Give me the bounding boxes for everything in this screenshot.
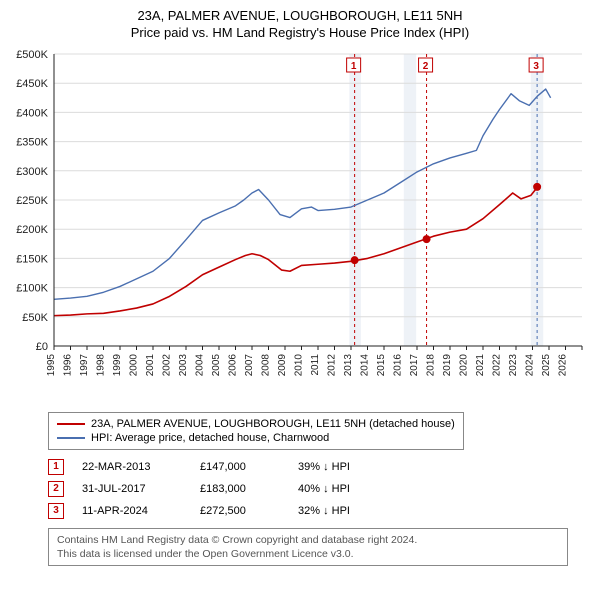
legend-item: HPI: Average price, detached house, Char… xyxy=(57,431,455,445)
svg-text:£500K: £500K xyxy=(16,49,48,61)
event-date: 11-APR-2024 xyxy=(82,505,182,517)
svg-text:2006: 2006 xyxy=(228,353,239,376)
event-price: £147,000 xyxy=(200,461,280,473)
title-line-1: 23A, PALMER AVENUE, LOUGHBOROUGH, LE11 5… xyxy=(10,8,590,25)
svg-text:2020: 2020 xyxy=(459,353,470,376)
chart-title: 23A, PALMER AVENUE, LOUGHBOROUGH, LE11 5… xyxy=(10,8,590,42)
svg-text:2017: 2017 xyxy=(409,353,420,376)
title-line-2: Price paid vs. HM Land Registry's House … xyxy=(10,25,590,42)
svg-text:£200K: £200K xyxy=(16,224,48,236)
legend-swatch xyxy=(57,437,85,439)
event-badge: 1 xyxy=(48,459,64,475)
svg-text:2022: 2022 xyxy=(492,353,503,376)
event-badge: 3 xyxy=(48,503,64,519)
event-price: £183,000 xyxy=(200,483,280,495)
svg-text:2023: 2023 xyxy=(508,353,519,376)
svg-text:£400K: £400K xyxy=(16,107,48,119)
svg-text:2021: 2021 xyxy=(475,353,486,376)
svg-text:2008: 2008 xyxy=(261,353,272,376)
svg-text:£150K: £150K xyxy=(16,253,48,265)
svg-text:£0: £0 xyxy=(36,341,48,353)
svg-text:2016: 2016 xyxy=(393,353,404,376)
svg-text:2003: 2003 xyxy=(178,353,189,376)
event-row: 3 11-APR-2024 £272,500 32% ↓ HPI xyxy=(48,500,590,522)
svg-text:2007: 2007 xyxy=(244,353,255,376)
svg-text:2000: 2000 xyxy=(129,353,140,376)
legend: 23A, PALMER AVENUE, LOUGHBOROUGH, LE11 5… xyxy=(48,412,464,450)
legend-label: HPI: Average price, detached house, Char… xyxy=(91,432,329,444)
chart-area: £0 £50K £100K £150K £200K £250K £300K £350K £400… xyxy=(10,46,590,406)
svg-text:2002: 2002 xyxy=(162,353,173,376)
event-price: £272,500 xyxy=(200,505,280,517)
svg-text:£300K: £300K xyxy=(16,166,48,178)
svg-text:£450K: £450K xyxy=(16,78,48,90)
svg-text:2014: 2014 xyxy=(360,353,371,376)
svg-text:£350K: £350K xyxy=(16,136,48,148)
legend-swatch xyxy=(57,423,85,425)
attribution: Contains HM Land Registry data © Crown c… xyxy=(48,528,568,566)
svg-text:2009: 2009 xyxy=(277,353,288,376)
svg-text:2025: 2025 xyxy=(541,353,552,376)
svg-text:1998: 1998 xyxy=(96,353,107,376)
legend-item: 23A, PALMER AVENUE, LOUGHBOROUGH, LE11 5… xyxy=(57,417,455,431)
event-badge: 2 xyxy=(48,481,64,497)
svg-text:2: 2 xyxy=(423,61,429,72)
svg-text:£250K: £250K xyxy=(16,195,48,207)
svg-text:2019: 2019 xyxy=(442,353,453,376)
svg-text:1996: 1996 xyxy=(63,353,74,376)
event-hpi: 39% ↓ HPI xyxy=(298,461,398,473)
svg-text:2011: 2011 xyxy=(310,353,321,375)
svg-text:2005: 2005 xyxy=(211,353,222,376)
event-row: 1 22-MAR-2013 £147,000 39% ↓ HPI xyxy=(48,456,590,478)
svg-text:2013: 2013 xyxy=(343,353,354,376)
svg-text:£50K: £50K xyxy=(22,312,48,324)
attribution-line-2: This data is licensed under the Open Gov… xyxy=(57,547,559,561)
svg-text:2024: 2024 xyxy=(525,353,536,376)
events-table: 1 22-MAR-2013 £147,000 39% ↓ HPI 2 31-JUL-201… xyxy=(48,456,590,522)
svg-text:2012: 2012 xyxy=(327,353,338,376)
svg-text:2001: 2001 xyxy=(145,353,156,376)
event-date: 31-JUL-2017 xyxy=(82,483,182,495)
svg-text:2018: 2018 xyxy=(426,353,437,376)
event-hpi: 32% ↓ HPI xyxy=(298,505,398,517)
event-row: 2 31-JUL-2017 £183,000 40% ↓ HPI xyxy=(48,478,590,500)
svg-text:1995: 1995 xyxy=(46,353,57,376)
svg-text:1: 1 xyxy=(351,61,357,72)
svg-text:1997: 1997 xyxy=(79,353,90,376)
event-hpi: 40% ↓ HPI xyxy=(298,483,398,495)
attribution-line-1: Contains HM Land Registry data © Crown c… xyxy=(57,533,559,547)
svg-text:2010: 2010 xyxy=(294,353,305,376)
svg-text:1999: 1999 xyxy=(112,353,123,376)
legend-label: 23A, PALMER AVENUE, LOUGHBOROUGH, LE11 5… xyxy=(91,418,455,430)
svg-text:£100K: £100K xyxy=(16,282,48,294)
svg-text:2026: 2026 xyxy=(558,353,569,376)
svg-text:3: 3 xyxy=(533,61,539,72)
svg-text:2015: 2015 xyxy=(376,353,387,376)
svg-text:2004: 2004 xyxy=(195,353,206,376)
event-date: 22-MAR-2013 xyxy=(82,461,182,473)
